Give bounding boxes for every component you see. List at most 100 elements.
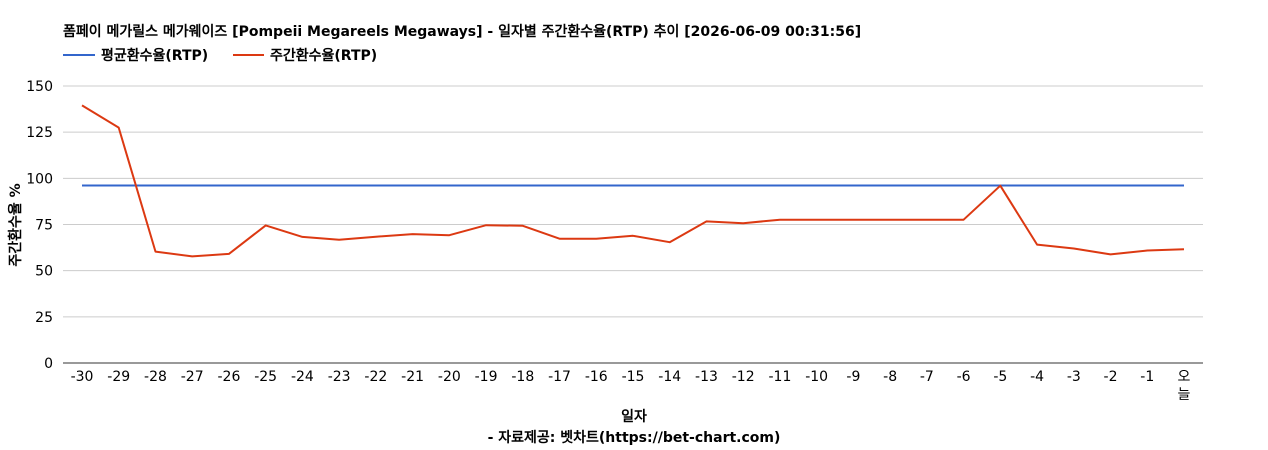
x-tick-label: -3 xyxy=(1067,369,1081,385)
x-tick-label: -26 xyxy=(217,369,240,385)
data-point-average-rtp xyxy=(227,184,231,188)
data-point-weekly-rtp xyxy=(264,223,268,227)
data-point-average-rtp xyxy=(1145,184,1149,188)
data-point-average-rtp xyxy=(521,184,525,188)
data-point-weekly-rtp xyxy=(1072,247,1076,251)
data-point-weekly-rtp xyxy=(1035,243,1039,247)
x-tick-label: -29 xyxy=(107,369,130,385)
data-point-weekly-rtp xyxy=(1145,249,1149,253)
data-point-weekly-rtp xyxy=(227,252,231,256)
x-tick-label: -22 xyxy=(364,369,387,385)
data-point-weekly-rtp xyxy=(447,233,451,237)
data-point-average-rtp xyxy=(1072,184,1076,188)
data-point-weekly-rtp xyxy=(1182,247,1186,251)
x-tick-label: -27 xyxy=(181,369,204,385)
data-point-weekly-rtp xyxy=(337,238,341,242)
x-tick-label: -7 xyxy=(920,369,934,385)
data-point-average-rtp xyxy=(374,184,378,188)
data-point-average-rtp xyxy=(300,184,304,188)
data-point-weekly-rtp xyxy=(741,221,745,225)
data-point-weekly-rtp xyxy=(374,235,378,239)
x-tick-label: -11 xyxy=(768,369,791,385)
x-tick-label: -12 xyxy=(732,369,755,385)
data-point-average-rtp xyxy=(1182,184,1186,188)
data-point-average-rtp xyxy=(704,184,708,188)
x-tick-label: -9 xyxy=(846,369,860,385)
y-tick-label: 25 xyxy=(35,310,53,326)
data-point-weekly-rtp xyxy=(815,218,819,222)
data-point-weekly-rtp xyxy=(594,237,598,241)
data-point-average-rtp xyxy=(962,184,966,188)
legend: 평균환수율(RTP) 주간환수율(RTP) xyxy=(63,47,377,64)
x-tick-label: -10 xyxy=(805,369,828,385)
x-tick-label: -16 xyxy=(585,369,608,385)
data-point-average-rtp xyxy=(888,184,892,188)
data-point-average-rtp xyxy=(190,184,194,188)
data-point-average-rtp xyxy=(117,184,121,188)
data-point-weekly-rtp xyxy=(998,184,1002,188)
x-tick-label: -20 xyxy=(438,369,461,385)
x-tick-label: -15 xyxy=(622,369,645,385)
data-point-weekly-rtp xyxy=(117,126,121,130)
data-point-average-rtp xyxy=(631,184,635,188)
data-point-weekly-rtp xyxy=(300,235,304,239)
data-point-average-rtp xyxy=(778,184,782,188)
chart-title: 폼페이 메가릴스 메가웨이즈 [Pompeii Megareels Megawa… xyxy=(63,23,861,40)
data-point-average-rtp xyxy=(741,184,745,188)
x-tick-label: -5 xyxy=(993,369,1007,385)
data-point-average-rtp xyxy=(264,184,268,188)
data-point-weekly-rtp xyxy=(778,218,782,222)
x-tick-label: -1 xyxy=(1140,369,1154,385)
data-point-weekly-rtp xyxy=(411,232,415,236)
data-point-average-rtp xyxy=(484,184,488,188)
x-tick-label: -28 xyxy=(144,369,167,385)
y-tick-label: 125 xyxy=(26,125,53,141)
x-tick-label: -13 xyxy=(695,369,718,385)
series-lines xyxy=(80,103,1186,258)
x-tick-label: -4 xyxy=(1030,369,1044,385)
x-tick-label: -14 xyxy=(658,369,681,385)
legend-label-weekly: 주간환수율(RTP) xyxy=(270,47,377,64)
data-point-average-rtp xyxy=(594,184,598,188)
data-point-weekly-rtp xyxy=(962,218,966,222)
y-tick-label: 75 xyxy=(35,218,53,234)
x-tick-label: -21 xyxy=(401,369,424,385)
data-point-weekly-rtp xyxy=(925,218,929,222)
data-point-weekly-rtp xyxy=(521,224,525,228)
data-point-weekly-rtp xyxy=(1109,252,1113,256)
data-point-average-rtp xyxy=(411,184,415,188)
data-point-weekly-rtp xyxy=(153,250,157,254)
data-point-weekly-rtp xyxy=(484,223,488,227)
data-point-weekly-rtp xyxy=(80,103,84,107)
source-footer: - 자료제공: 벳차트(https://bet-chart.com) xyxy=(488,429,781,446)
series-line-weekly-rtp xyxy=(81,104,1185,258)
y-tick-label: 50 xyxy=(35,264,53,280)
data-point-weekly-rtp xyxy=(558,237,562,241)
data-point-average-rtp xyxy=(80,184,84,188)
data-point-weekly-rtp xyxy=(631,234,635,238)
data-point-average-rtp xyxy=(1109,184,1113,188)
y-tick-label: 150 xyxy=(26,79,53,95)
y-axis-ticks: 0 25 50 75 100 125 150 xyxy=(26,79,53,372)
y-axis-title: 주간환수율 % xyxy=(7,183,24,266)
data-point-average-rtp xyxy=(851,184,855,188)
data-point-average-rtp xyxy=(337,184,341,188)
data-point-weekly-rtp xyxy=(704,219,708,223)
gridlines xyxy=(63,85,1203,364)
data-point-average-rtp xyxy=(1035,184,1039,188)
legend-label-avg: 평균환수율(RTP) xyxy=(101,47,208,64)
data-point-average-rtp xyxy=(153,184,157,188)
x-tick-label: -2 xyxy=(1104,369,1118,385)
data-point-weekly-rtp xyxy=(851,218,855,222)
x-axis-ticks: -30 -29 -28 -27 -26 -25 -24 -23 -22 -21 -20 -19 -18-… xyxy=(71,369,1191,403)
x-tick-label: -23 xyxy=(328,369,351,385)
x-tick-label: -30 xyxy=(71,369,94,385)
x-tick-label: -19 xyxy=(475,369,498,385)
y-tick-label: 100 xyxy=(26,171,53,187)
x-tick-label: -18 xyxy=(511,369,534,385)
data-point-average-rtp xyxy=(447,184,451,188)
x-tick-label: -17 xyxy=(548,369,571,385)
x-axis-title: 일자 xyxy=(621,409,647,425)
